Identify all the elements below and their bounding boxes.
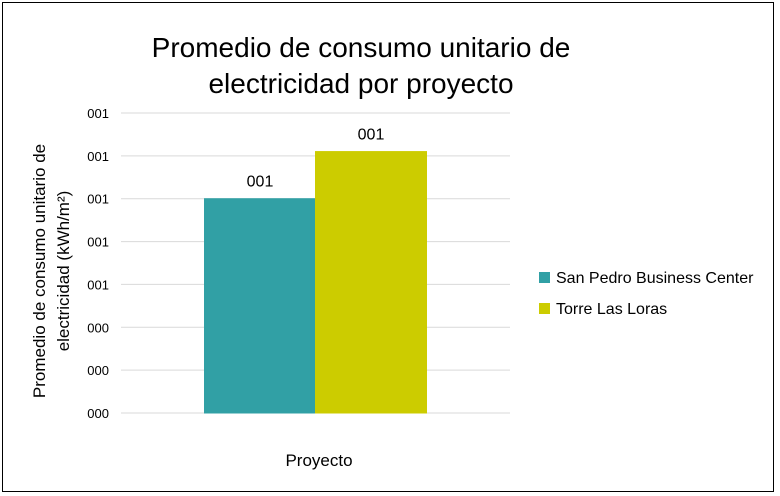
bar-1 [204,198,316,414]
chart-frame: Promedio de consumo unitario de electric… [2,2,774,492]
legend-swatch [539,272,550,283]
y-axis-tick-labels: 000 000 000 001 001 001 001 001 [87,106,109,421]
data-label: 001 [247,174,274,191]
bar-2 [315,151,427,414]
y-axis-title-line-1: Promedio de consumo unitario de [30,144,49,398]
legend: San Pedro Business Center Torre Las Loras [539,270,754,318]
legend-entry: San Pedro Business Center [556,270,754,287]
y-axis-title-line-2: electricidad (kWh/m²) [54,191,73,352]
y-tick-label: 000 [87,406,109,421]
legend-entry: Torre Las Loras [556,301,667,318]
x-axis-title: Proyecto [285,451,352,470]
chart-title-line-1: Promedio de consumo unitario de [152,32,571,63]
y-tick-label: 001 [87,277,109,292]
y-tick-label: 001 [87,106,109,121]
y-tick-label: 001 [87,149,109,164]
y-tick-label: 001 [87,235,109,250]
y-tick-label: 001 [87,192,109,207]
legend-swatch [539,303,550,314]
y-tick-label: 000 [87,320,109,335]
data-label: 001 [358,127,385,144]
y-tick-label: 000 [87,363,109,378]
bars [204,151,427,414]
data-labels: 001 001 [247,127,385,191]
chart-title-line-2: electricidad por proyecto [208,68,513,99]
bar-chart: Promedio de consumo unitario de electric… [30,32,754,470]
